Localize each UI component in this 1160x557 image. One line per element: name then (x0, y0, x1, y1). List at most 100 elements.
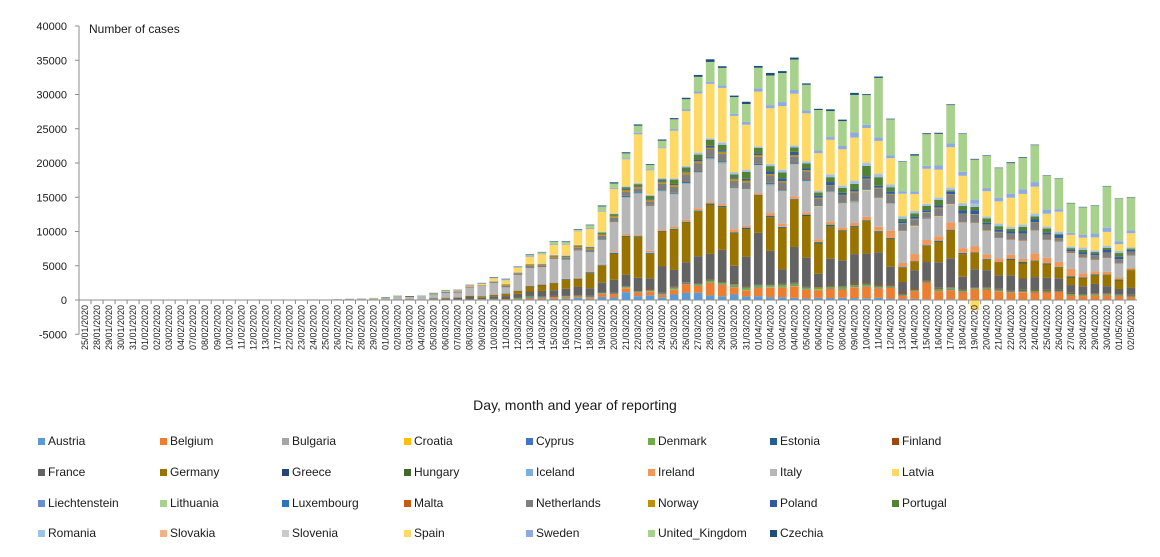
bar-segment-france (790, 246, 799, 283)
bar-segment-czechia (645, 164, 655, 165)
bar-segment-portugal (645, 196, 655, 200)
bar-segment-belgium (958, 292, 967, 300)
bar-segment-estonia (765, 284, 775, 285)
bar-segment-sweden (1042, 209, 1052, 214)
bar-segment-luxembourg (597, 238, 607, 240)
bar-segment-denmark (1078, 294, 1088, 296)
bar-segment-netherlands (765, 175, 775, 183)
x-tick-label: 22/02/2020 (284, 305, 294, 350)
bar-segment-portugal (850, 183, 859, 190)
legend-swatch (404, 499, 411, 507)
bar-segment-united_kingdom (1066, 203, 1076, 233)
bar-segment-denmark (1090, 293, 1100, 295)
legend-item-slovenia: Slovenia (282, 526, 338, 540)
bar-segment-greece (645, 253, 655, 254)
bar-segment-portugal (753, 147, 763, 154)
bar-segment-italy (441, 292, 451, 298)
bar-segment-united_kingdom (898, 161, 907, 192)
bar-segment-denmark (597, 292, 607, 294)
legend-swatch (892, 468, 899, 476)
bar-segment-ireland (633, 234, 643, 236)
bar-segment-norway (778, 181, 787, 183)
bar-segment-finland (1054, 289, 1064, 291)
bar-segment-portugal (826, 177, 835, 183)
bar-segment-germany (1042, 263, 1052, 278)
bar-segment-spain (681, 110, 691, 166)
bar-segment-belgium (1030, 292, 1040, 300)
bar-segment-united_kingdom (645, 164, 655, 170)
bar-segment-czechia (874, 76, 883, 78)
legend-label: Luxembourg (292, 496, 359, 510)
bar-segment-portugal (1006, 228, 1016, 232)
legend-swatch (38, 437, 45, 445)
bar-segment-belgium (753, 287, 763, 297)
legend-label: Cyprus (536, 434, 575, 448)
bar-segment-denmark (561, 295, 571, 297)
bar-segment-denmark (765, 284, 775, 287)
bar-segment-germany (1126, 270, 1136, 288)
x-tick-label: 07/04/2020 (825, 305, 835, 350)
bar-segment-austria (802, 298, 811, 300)
x-tick-label: 15/04/2020 (922, 305, 932, 350)
legend-swatch (160, 468, 167, 476)
bar-segment-denmark (802, 287, 811, 290)
bar-segment-portugal (1090, 252, 1100, 254)
bar-segment-czechia (609, 182, 619, 184)
x-tick-label: 20/03/2020 (609, 305, 619, 350)
bar-segment-germany (729, 232, 739, 266)
bar-segment-portugal (561, 255, 571, 257)
bar-segment-austria (705, 295, 715, 300)
bar-segment-spain (1042, 213, 1052, 227)
bar-segment-united_kingdom (982, 156, 992, 189)
bar-segment-spain (657, 148, 667, 178)
bar-segment-belgium (597, 293, 607, 297)
bar-segment-ireland (609, 251, 619, 253)
bar-segment-finland (729, 283, 739, 285)
bar-segment-italy (453, 291, 463, 298)
bar-segment-spain (922, 168, 931, 204)
bar-segment-czechia (729, 95, 739, 98)
bar-segment-poland (970, 210, 980, 215)
bar-segment-finland (1030, 289, 1040, 291)
bar-segment-spain (1006, 197, 1016, 227)
x-tick-label: 09/04/2020 (849, 305, 859, 350)
bar-segment-netherlands (1018, 233, 1028, 240)
bar-segment-germany (753, 195, 763, 233)
bar-segment-belgium (934, 290, 943, 300)
bar-segment-germany (826, 226, 835, 259)
bar-segment-sweden (1102, 227, 1112, 232)
bar-segment-belgium (765, 287, 775, 298)
x-tick-label: 19/03/2020 (597, 305, 607, 350)
bar-segment-france (441, 298, 451, 300)
bar-segment-france (1042, 277, 1052, 290)
bar-segment-finland (717, 281, 727, 283)
bar-segment-norway (934, 207, 943, 209)
bar-segment-united_kingdom (1018, 157, 1028, 190)
bar-segment-italy (814, 206, 823, 240)
bar-segment-belgium (549, 296, 559, 299)
bar-segment-netherlands (561, 257, 571, 260)
bar-segment-portugal (898, 218, 907, 222)
bar-segment-denmark (862, 284, 871, 287)
bar-segment-germany (1102, 275, 1112, 287)
bar-segment-finland (850, 283, 859, 285)
bar-segment-denmark (657, 293, 667, 295)
bar-segment-italy (681, 183, 691, 220)
bar-segment-portugal (802, 163, 811, 169)
bar-segment-poland (790, 151, 799, 156)
bar-segment-spain (441, 290, 451, 292)
bar-segment-romania (741, 170, 751, 172)
bar-segment-italy (369, 298, 378, 300)
bar-segment-netherlands (814, 198, 823, 206)
bar-segment-belgium (898, 295, 907, 300)
bar-segment-poland (958, 210, 967, 214)
bar-segment-netherlands (826, 185, 835, 192)
bar-segment-germany (633, 236, 643, 278)
bar-segment-netherlands (753, 156, 763, 164)
bar-segment-norway (561, 256, 571, 258)
bar-segment-netherlands (934, 208, 943, 216)
bar-segment-belgium (585, 297, 595, 299)
x-tick-label: 02/04/2020 (765, 305, 775, 350)
legend-swatch (648, 529, 655, 537)
bar-segment-czechia (621, 152, 631, 154)
